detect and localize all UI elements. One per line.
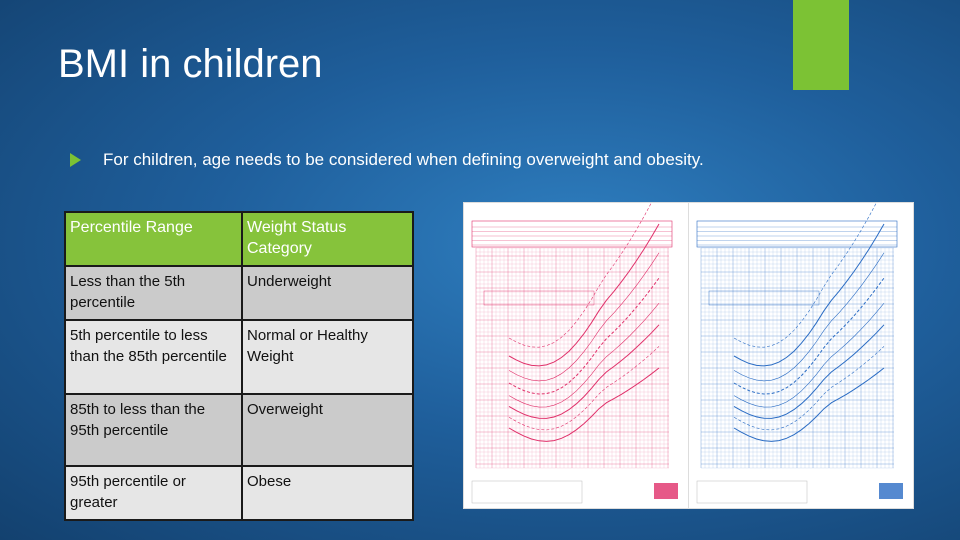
boys-bmi-label: BMI [875,207,885,213]
girls-chart-heading: 2 to 20 years: Girls Body mass index-for… [470,207,575,221]
cdc-logo [654,483,678,499]
slide-title: BMI in children [58,42,323,86]
table-row: 95th percentile or greater Obese [64,465,414,521]
bullet-point: For children, age needs to be considered… [70,150,704,170]
percentile-curve [733,346,885,431]
table-row: Less than the 5th percentile Underweight [64,265,414,321]
percentile-cell: 95th percentile or greater [64,465,243,521]
chart-note-box [483,290,595,306]
percentile-curve [508,252,660,382]
girls-chart-title: 2 to 20 years: Girls [470,207,524,213]
percentile-curve [508,203,652,348]
percentile-curve [508,346,660,431]
weight-status-table: Percentile Range Weight Status Category … [64,211,414,521]
percentile-curve [733,367,885,442]
table-header-row: Percentile Range Weight Status Category [64,211,414,267]
girls-bmi-chart-image: 2 to 20 years: Girls Body mass index-for… [464,203,688,508]
boys-chart-title: 2 to 20 years: Boys [695,207,750,213]
boys-chart-heading: 2 to 20 years: Boys Body mass index-for-… [695,207,800,221]
chart-footer-box [471,480,583,504]
cdc-logo [879,483,903,499]
bullet-text: For children, age needs to be considered… [103,150,704,169]
girls-bmi-label: BMI [650,207,660,213]
percentile-curve [508,367,660,442]
percentile-cell: 85th to less than the 95th percentile [64,393,243,467]
chart-record-box [696,220,898,248]
percentile-curve [733,324,885,419]
table-row: 85th to less than the 95th percentile Ov… [64,393,414,467]
arrow-bullet-icon [70,153,81,167]
header-percentile-range: Percentile Range [64,211,243,267]
boys-bmi-chart-image: 2 to 20 years: Boys Body mass index-for-… [689,203,913,508]
percentile-curve [733,223,885,367]
header-weight-status: Weight Status Category [241,211,414,267]
status-cell: Obese [241,465,414,521]
percentile-curve [508,303,660,408]
status-cell: Normal or Healthy Weight [241,319,414,395]
girls-chart-subtitle: Body mass index-for-age percentiles [470,214,576,220]
percentile-curve [508,277,660,395]
percentile-cell: 5th percentile to less than the 85th per… [64,319,243,395]
percentile-curve [733,203,877,348]
status-cell: Overweight [241,393,414,467]
chart-footer-box [696,480,808,504]
boys-chart-subtitle: Body mass index-for-age percentiles [695,214,801,220]
percentile-cell: Less than the 5th percentile [64,265,243,321]
girls-bmi-growth-curves [471,203,678,504]
status-cell: Underweight [241,265,414,321]
chart-record-box [471,220,673,248]
percentile-curve [508,223,660,367]
percentile-curve [733,252,885,382]
accent-bar [793,0,849,90]
percentile-curve [733,303,885,408]
percentile-curve [508,324,660,419]
boys-bmi-growth-curves [696,203,903,504]
table-row: 5th percentile to less than the 85th per… [64,319,414,395]
chart-note-box [708,290,820,306]
percentile-curve [733,277,885,395]
